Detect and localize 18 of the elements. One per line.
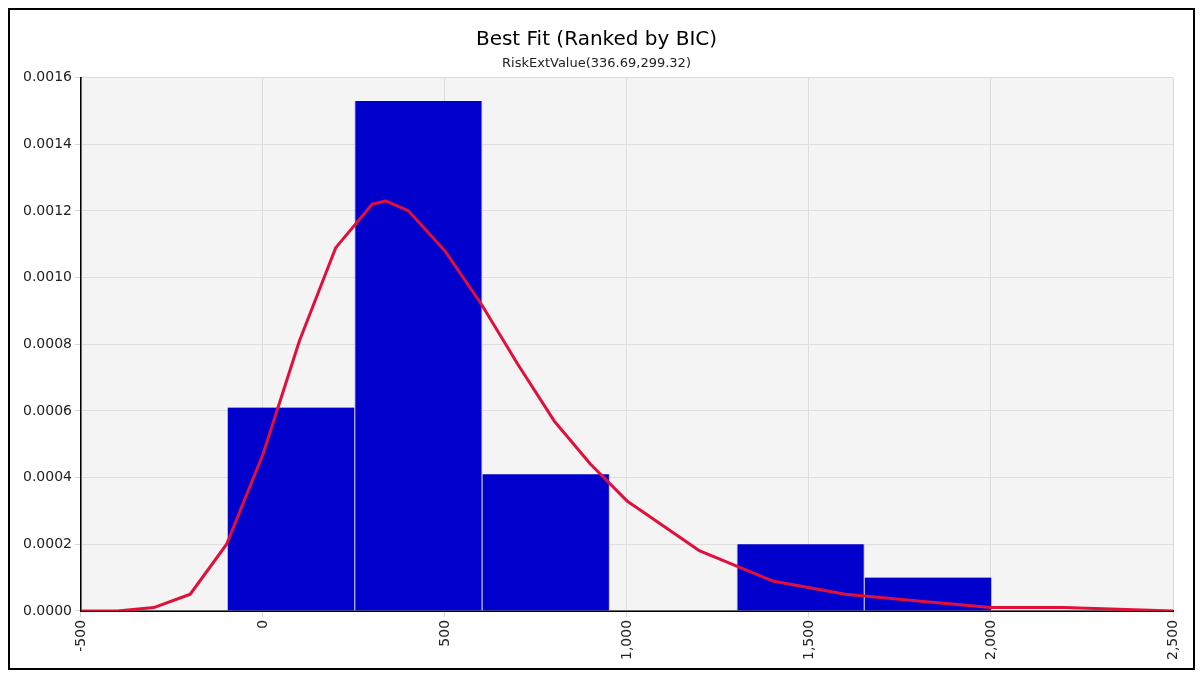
y-tick-label: 0.0008 [22,334,72,351]
x-tick-label: 0 [253,619,270,629]
x-tick-label: 1,500 [799,619,816,661]
x-tick-label: -500 [71,619,88,652]
y-tick-label: 0.0012 [22,201,72,218]
chart-subtitle: RiskExtValue(336.69,299.32) [502,55,691,71]
chart-title: Best Fit (Ranked by BIC) [475,26,718,51]
x-tick-label: 500 [435,619,452,647]
y-tick-label: 0.0000 [22,601,72,618]
y-tick-label: 0.0006 [22,401,73,418]
x-tick-label: 2,500 [1163,619,1180,661]
y-tick-label: 0.0014 [22,134,73,151]
y-tick-label: 0.0016 [22,68,73,85]
x-tick-label: 2,000 [981,619,998,661]
y-tick-label: 0.0010 [22,268,72,285]
y-tick-label: 0.0004 [22,468,73,485]
y-tick-label: 0.0002 [22,534,72,551]
x-tick-label: 1,000 [617,619,634,661]
